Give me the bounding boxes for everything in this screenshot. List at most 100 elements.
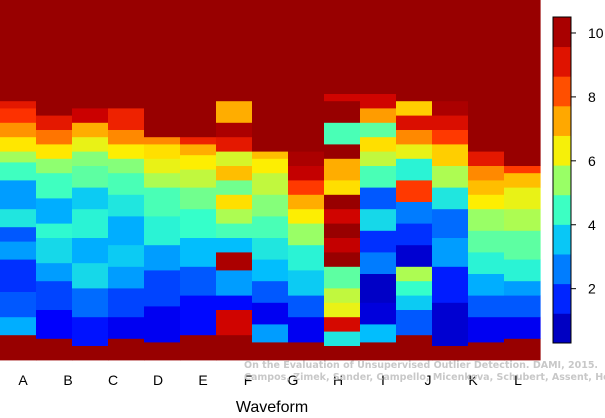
heatmap-cell <box>0 108 37 123</box>
heatmap-column <box>108 0 145 361</box>
x-tick-label: K <box>468 372 478 388</box>
heatmap-column <box>36 0 73 361</box>
heatmap-cell <box>36 309 73 339</box>
colorbar: 2 4 6 8 10 <box>552 16 604 344</box>
colorbar-swatch <box>553 76 571 107</box>
heatmap-cell <box>36 115 73 130</box>
heatmap-cell <box>432 187 469 210</box>
heatmap-cell <box>504 295 541 318</box>
heatmap-cell <box>324 237 361 253</box>
heatmap-cell <box>396 144 433 159</box>
heatmap-cell <box>216 270 253 296</box>
heatmap-column <box>216 0 253 361</box>
colorbar-tick-label: 4 <box>588 217 596 233</box>
heatmap-cell <box>36 129 73 145</box>
colorbar-frame <box>552 16 572 344</box>
colorbar-swatch <box>553 224 571 255</box>
heatmap-cell <box>288 180 325 195</box>
heatmap-cell <box>504 165 541 174</box>
heatmap-cell <box>288 165 325 181</box>
heatmap-cell <box>252 172 289 195</box>
heatmap-cell <box>324 331 361 346</box>
heatmap-cell <box>36 0 73 116</box>
heatmap-cell <box>432 237 469 267</box>
x-tick-label: I <box>381 372 385 388</box>
heatmap-cell <box>504 280 541 296</box>
heatmap-cell <box>396 223 433 246</box>
heatmap-cell <box>144 0 181 138</box>
heatmap-cell <box>216 237 253 253</box>
heatmap-cell <box>0 316 37 336</box>
heatmap-cell <box>288 270 325 296</box>
colorbar-swatch <box>553 194 571 225</box>
heatmap-cell <box>144 342 181 361</box>
heatmap-cell <box>144 144 181 159</box>
heatmap-cell <box>468 252 505 274</box>
heatmap-cell <box>324 288 361 303</box>
heatmap-column <box>432 0 469 361</box>
heatmap-cell <box>216 165 253 181</box>
heatmap-cell <box>468 180 505 195</box>
heatmap-cell <box>324 93 361 102</box>
heatmap-cell <box>0 0 37 102</box>
heatmap-cell <box>432 129 469 145</box>
heatmap-cell <box>0 136 37 152</box>
heatmap-cell <box>216 180 253 195</box>
heatmap-cell <box>252 194 289 217</box>
heatmap-cell <box>324 266 361 289</box>
heatmap-cell <box>468 316 505 343</box>
heatmap-cell <box>360 93 397 109</box>
heatmap-cell <box>324 302 361 318</box>
heatmap-cell <box>360 165 397 188</box>
heatmap-cell <box>72 165 109 188</box>
heatmap-cell <box>324 0 361 94</box>
heatmap-cell <box>36 262 73 282</box>
heatmap-cell <box>36 144 73 159</box>
heatmap-cell <box>216 194 253 210</box>
heatmap-cell <box>180 266 217 296</box>
heatmap-cell <box>468 295 505 318</box>
heatmap-cell <box>288 244 325 271</box>
heatmap-cell <box>252 302 289 325</box>
heatmap-column <box>180 0 217 361</box>
heatmap-cell <box>288 342 325 361</box>
heatmap-cell <box>252 158 289 174</box>
heatmap-cell <box>180 154 217 170</box>
heatmap-cell <box>72 187 109 210</box>
heatmap-cell <box>216 0 253 102</box>
heatmap-cell <box>324 194 361 210</box>
heatmap-cell <box>0 180 37 210</box>
heatmap-cell <box>72 237 109 264</box>
heatmap-cell <box>396 244 433 267</box>
heatmap-cell <box>108 108 145 130</box>
heatmap-cell <box>360 208 397 231</box>
colorbar-swatch <box>553 135 571 166</box>
heatmap-cell <box>180 0 217 138</box>
credit-watermark: On the Evaluation of Unsupervised Outlie… <box>244 360 605 384</box>
heatmap-cell <box>180 208 217 238</box>
heatmap-cell <box>144 136 181 145</box>
heatmap-cell <box>360 230 397 253</box>
heatmap-cell <box>216 223 253 238</box>
heatmap-cell <box>360 0 397 94</box>
heatmap-cell <box>396 309 433 336</box>
heatmap-cell <box>396 295 433 310</box>
heatmap-cell <box>504 259 541 282</box>
heatmap-cell <box>504 316 541 339</box>
heatmap-cell <box>180 237 217 267</box>
heatmap-cell <box>216 309 253 336</box>
heatmap-cell <box>396 334 433 361</box>
colorbar-swatch <box>553 46 571 77</box>
x-tick-label: H <box>333 372 343 388</box>
heatmap-cell <box>504 172 541 188</box>
colorbar-swatch <box>553 105 571 136</box>
heatmap-cell <box>72 136 109 152</box>
heatmap-cell <box>108 144 145 159</box>
colorbar-swatch <box>553 313 571 344</box>
heatmap-column <box>468 0 505 361</box>
heatmap-cell <box>396 280 433 296</box>
heatmap-cell <box>432 302 469 346</box>
heatmap-cell <box>144 187 181 217</box>
heatmap-cell <box>108 158 145 174</box>
